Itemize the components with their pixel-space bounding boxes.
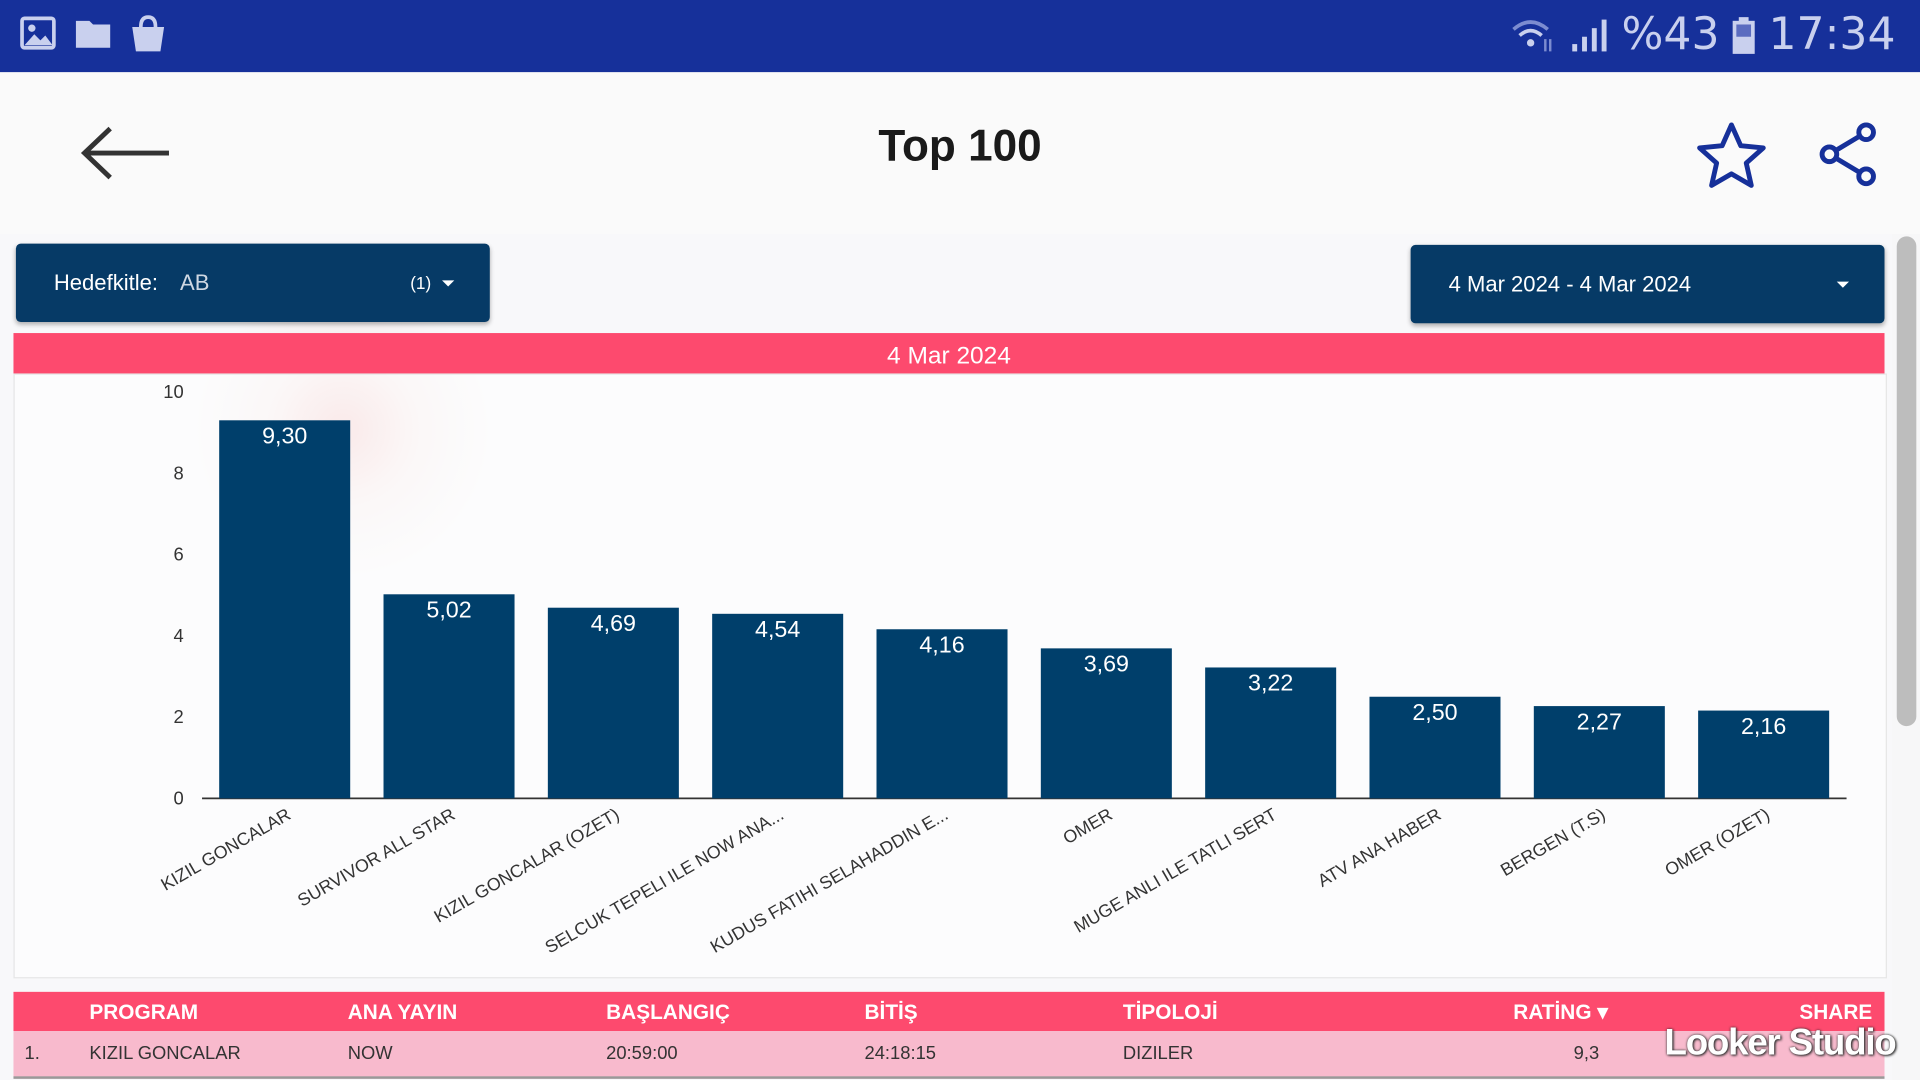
looker-studio-watermark: Looker Studio [1664, 1022, 1896, 1063]
status-bar: %43 17:34 [0, 0, 1920, 73]
table-row[interactable]: 1. KIZIL GONCALAR NOW 20:59:00 24:18:15 … [13, 1031, 1885, 1079]
table-header: PROGRAM ANA YAYIN BAŞLANGIÇ BİTİŞ TİPOLO… [13, 991, 1885, 1032]
column-header-channel[interactable]: ANA YAYIN [347, 1000, 458, 1024]
audience-value: AB [180, 270, 210, 295]
star-icon[interactable] [1695, 120, 1768, 193]
battery-icon [1732, 16, 1756, 54]
x-tick-label: BERGEN (T.S) [1497, 804, 1609, 880]
page-title: Top 100 [878, 120, 1042, 171]
date-range-dropdown[interactable]: 4 Mar 2024 - 4 Mar 2024 [1410, 244, 1885, 324]
column-header-end[interactable]: BİTİŞ [864, 1000, 918, 1024]
bar-value-label: 4,16 [919, 632, 964, 658]
row-type: DIZILER [1122, 1043, 1194, 1065]
bar-value-label: 3,69 [1084, 651, 1129, 677]
bar [1369, 696, 1501, 799]
chevron-down-icon [442, 279, 455, 286]
share-icon[interactable] [1815, 120, 1884, 189]
x-tick-label: KIZIL GONCALAR [157, 804, 294, 894]
row-end: 24:18:15 [864, 1043, 936, 1065]
bar [1205, 667, 1337, 799]
row-program: KIZIL GONCALAR [89, 1043, 241, 1065]
wifi-icon [1512, 19, 1552, 51]
row-channel: NOW [347, 1043, 393, 1065]
column-header-program[interactable]: PROGRAM [89, 1000, 199, 1024]
x-tick-label: SURVIVOR ALL STAR [294, 804, 458, 910]
column-header-start[interactable]: BAŞLANGIÇ [606, 1000, 730, 1024]
y-tick-label: 2 [173, 706, 183, 727]
row-rank: 1. [24, 1043, 40, 1065]
row-start: 20:59:00 [606, 1043, 678, 1065]
signal-icon [1572, 18, 1607, 51]
bar-value-label: 4,69 [591, 610, 636, 636]
audience-label: Hedefkitle: [53, 270, 159, 295]
bar [1533, 706, 1665, 799]
y-tick-label: 4 [173, 625, 183, 646]
bar [383, 594, 515, 799]
audience-dropdown[interactable]: Hedefkitle: AB (1) [15, 243, 490, 323]
bar-value-label: 2,27 [1577, 708, 1622, 734]
x-tick-label: ATV ANA HABER [1314, 804, 1444, 891]
x-tick-label: KIZIL GONCALAR (OZET) [430, 804, 622, 927]
bar-value-label: 2,16 [1741, 713, 1786, 739]
date-header: 4 Mar 2024 [13, 333, 1885, 374]
bar [219, 420, 351, 799]
shopping-bag-icon [132, 15, 165, 52]
column-header-type[interactable]: TİPOLOJİ [1122, 1000, 1218, 1024]
x-tick-label: OMER [1060, 804, 1116, 848]
arrow-left-icon[interactable] [78, 122, 171, 183]
folder-icon [75, 20, 111, 48]
y-tick-label: 6 [173, 544, 183, 565]
date-range-value: 4 Mar 2024 - 4 Mar 2024 [1448, 271, 1692, 296]
bar [1040, 648, 1172, 799]
y-tick-label: 0 [173, 787, 183, 808]
column-header-share[interactable]: SHARE [1799, 1000, 1873, 1024]
bar-value-label: 3,22 [1248, 670, 1293, 696]
battery-percent: %43 [1621, 9, 1720, 61]
x-tick-label: OMER (OZET) [1661, 804, 1773, 880]
scrollbar[interactable] [1896, 236, 1917, 727]
audience-count: (1) [410, 273, 432, 293]
bar-value-label: 2,50 [1412, 699, 1457, 725]
clock: 17:34 [1768, 9, 1896, 61]
bar-value-label: 9,30 [262, 423, 307, 449]
app-bar [0, 72, 1920, 234]
row-rating: 9,3 [1573, 1043, 1600, 1065]
y-tick-label: 8 [173, 462, 183, 483]
chevron-down-icon [1836, 281, 1849, 288]
bar [712, 613, 844, 799]
bar [1698, 710, 1830, 799]
bar-value-label: 5,02 [426, 597, 471, 623]
bar-value-label: 4,54 [755, 616, 800, 642]
bar [876, 629, 1008, 799]
bar [547, 607, 679, 799]
image-icon [20, 16, 56, 50]
column-header-rating[interactable]: RATİNG ▾ [1513, 1000, 1608, 1024]
y-tick-label: 10 [163, 381, 183, 402]
